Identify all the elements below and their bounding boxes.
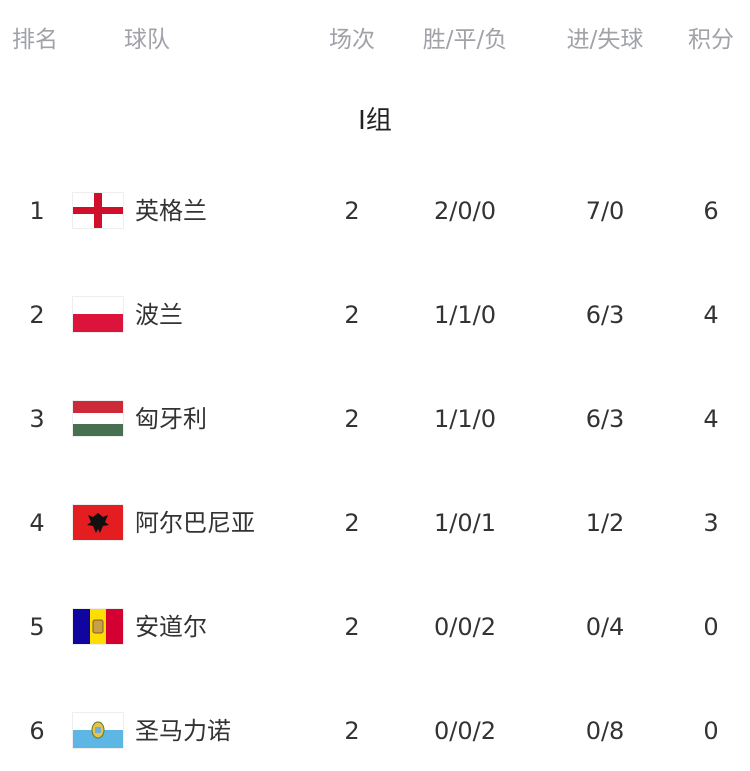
group-title: I组 <box>358 106 392 136</box>
win-draw-loss: 0/0/2 <box>434 613 496 641</box>
played: 2 <box>344 509 360 537</box>
played: 2 <box>344 301 360 329</box>
rank: 4 <box>29 509 45 537</box>
albania-flag-icon <box>73 505 123 540</box>
team-name[interactable]: 波兰 <box>135 301 183 329</box>
points: 3 <box>703 509 719 537</box>
points: 0 <box>703 613 719 641</box>
table-row[interactable]: 1 英格兰 2 2/0/0 7/0 6 <box>0 191 750 231</box>
goals: 0/4 <box>585 613 625 641</box>
table-row[interactable]: 4 阿尔巴尼亚 2 1/0/1 1/2 3 <box>0 503 750 543</box>
win-draw-loss: 0/0/2 <box>434 717 496 745</box>
hungary-flag-icon <box>73 401 123 436</box>
goals: 6/3 <box>585 405 625 433</box>
points: 0 <box>703 717 719 745</box>
played: 2 <box>344 613 360 641</box>
header-wdl: 胜/平/负 <box>422 27 508 53</box>
rank: 2 <box>29 301 45 329</box>
header-played: 场次 <box>329 27 375 53</box>
team-name[interactable]: 阿尔巴尼亚 <box>135 509 255 537</box>
rank: 1 <box>29 197 45 225</box>
team-name[interactable]: 匈牙利 <box>135 405 207 433</box>
win-draw-loss: 1/0/1 <box>434 509 496 537</box>
table-row[interactable]: 3 匈牙利 2 1/1/0 6/3 4 <box>0 399 750 439</box>
points: 6 <box>703 197 719 225</box>
points: 4 <box>703 301 719 329</box>
goals: 6/3 <box>585 301 625 329</box>
table-row[interactable]: 6 圣马力诺 2 0/0/2 0/8 0 <box>0 711 750 751</box>
header-team: 球队 <box>124 27 170 53</box>
andorra-flag-icon <box>73 609 123 644</box>
points: 4 <box>703 405 719 433</box>
poland-flag-icon <box>73 297 123 332</box>
team-name[interactable]: 安道尔 <box>135 613 207 641</box>
table-row[interactable]: 5 安道尔 2 0/0/2 0/4 0 <box>0 607 750 647</box>
goals: 0/8 <box>585 717 625 745</box>
played: 2 <box>344 717 360 745</box>
played: 2 <box>344 405 360 433</box>
rank: 3 <box>29 405 45 433</box>
header-goals: 进/失球 <box>566 27 644 53</box>
team-name[interactable]: 圣马力诺 <box>135 717 231 745</box>
win-draw-loss: 1/1/0 <box>434 301 496 329</box>
win-draw-loss: 1/1/0 <box>434 405 496 433</box>
table-row[interactable]: 2 波兰 2 1/1/0 6/3 4 <box>0 295 750 335</box>
england-flag-icon <box>73 193 123 228</box>
goals: 1/2 <box>585 509 625 537</box>
goals: 7/0 <box>585 197 625 225</box>
team-name[interactable]: 英格兰 <box>135 197 207 225</box>
header-points: 积分 <box>688 27 734 53</box>
win-draw-loss: 2/0/0 <box>434 197 496 225</box>
rank: 6 <box>29 717 45 745</box>
played: 2 <box>344 197 360 225</box>
san-marino-flag-icon <box>73 713 123 748</box>
header-rank: 排名 <box>12 27 58 53</box>
rank: 5 <box>29 613 45 641</box>
